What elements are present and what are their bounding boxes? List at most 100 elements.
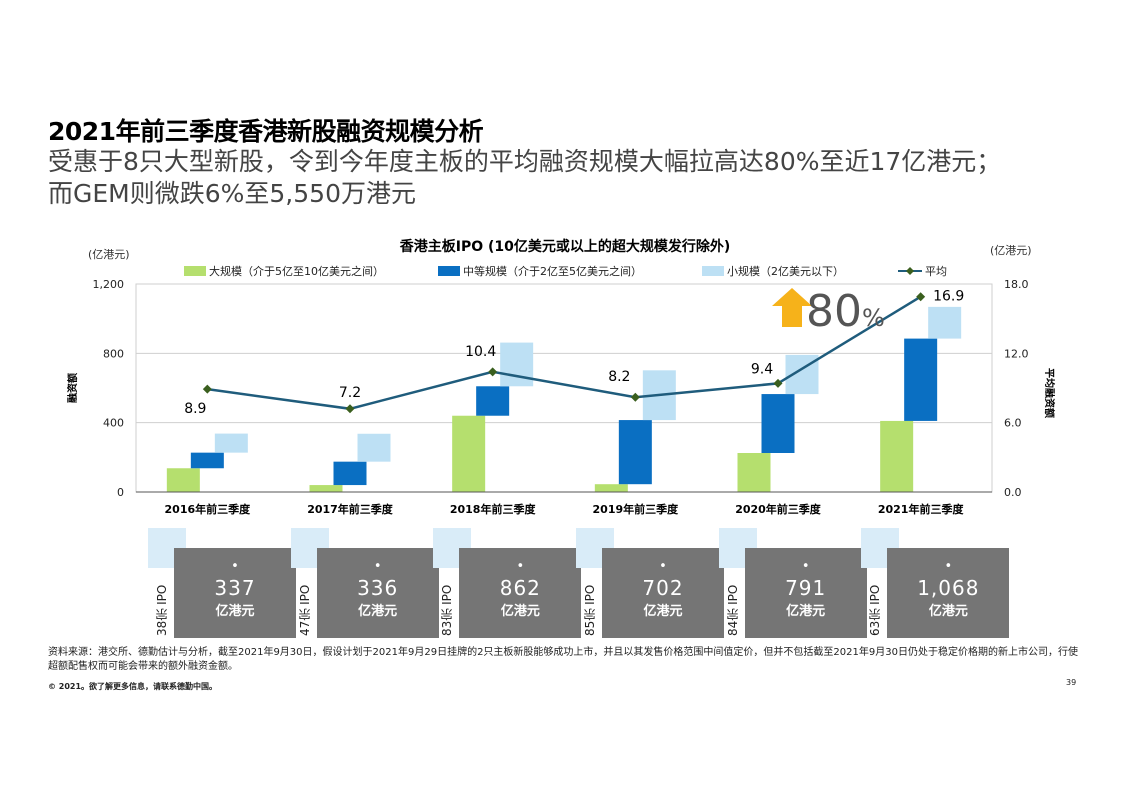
ipo-amount-box: • 791 亿港元	[744, 548, 867, 638]
x-tick-label: 2017年前三季度	[307, 502, 394, 516]
x-tick-label: 2021年前三季度	[878, 502, 965, 516]
bar-medium	[476, 386, 510, 416]
average-label: 7.2	[339, 385, 361, 401]
ipo-count: 47宗 IPO	[297, 584, 312, 636]
average-polyline	[207, 295, 922, 411]
x-tick-label: 2018年前三季度	[450, 502, 537, 516]
page-number: 39	[1066, 678, 1077, 687]
average-marker	[630, 392, 640, 402]
legend-marker	[906, 267, 914, 275]
chart-legend: 大规模（介于5亿至10亿美元之间） 中等规模（介于2亿至5亿美元之间） 小规模（2亿…	[184, 264, 947, 278]
x-tick-label: 2019年前三季度	[593, 502, 680, 516]
ipo-amount-box: • 336 亿港元	[316, 548, 439, 638]
bar-large	[594, 484, 628, 492]
ipo-amount: 702	[642, 576, 684, 600]
bar-medium	[618, 420, 652, 485]
average-label: 8.2	[608, 369, 630, 385]
y2-tick-label: 18.0	[1004, 278, 1029, 291]
x-tick-label: 2020年前三季度	[735, 502, 822, 516]
ipo-amount-box: • 862 亿港元	[459, 548, 582, 638]
bar-small	[357, 433, 391, 462]
ipo-dot: •	[373, 559, 382, 574]
y-axis-label: 融资额	[66, 373, 79, 403]
y-tick-label: 400	[103, 417, 124, 430]
y-tick-label: 800	[103, 347, 124, 360]
ipo-amount-box: • 337 亿港元	[174, 548, 296, 638]
average-marker	[345, 404, 355, 414]
ipo-amount: 862	[499, 576, 541, 600]
average-marker	[488, 367, 498, 377]
ipo-dot: •	[516, 559, 525, 574]
bar-medium	[761, 394, 795, 453]
y2-tick-label: 0.0	[1004, 486, 1022, 499]
average-marker	[773, 378, 783, 388]
chart-title: 香港主板IPO (10亿美元或以上的超大规模发行除外)	[399, 238, 731, 255]
average-label: 9.4	[751, 361, 773, 377]
average-marker	[202, 384, 212, 394]
ipo-count: 84宗 IPO	[725, 584, 740, 636]
average-label: 10.4	[465, 344, 496, 360]
ipo-amount-box: • 1,068 亿港元	[887, 548, 1010, 638]
legend-label: 平均	[925, 265, 947, 278]
ipo-amount: 791	[785, 576, 827, 600]
left-unit-label: (亿港元)	[88, 248, 130, 261]
ipo-unit: 亿港元	[928, 604, 968, 619]
ipo-dot: •	[659, 559, 667, 574]
subtitle-line-1: 受惠于8只大型新股，令到今年度主板的平均融资规模大幅拉高达80%至近17亿港元；	[48, 147, 1002, 176]
ipo-amount-box: • 702 亿港元	[602, 548, 724, 638]
ipo-count: 85宗 IPO	[583, 584, 597, 636]
ipo-unit: 亿港元	[500, 604, 540, 619]
source-note: 资料来源：港交所、德勤估计与分析，截至2021年9月30日，假设计划于2021年…	[48, 647, 1078, 672]
bar-large	[737, 453, 771, 492]
right-unit-label: (亿港元)	[990, 244, 1032, 257]
ipo-count: 63宗 IPO	[868, 584, 883, 636]
y-tick-label: 1,200	[93, 278, 125, 291]
ipo-amount: 337	[214, 576, 256, 600]
chart-axes: 0 400 800 1,200 0.0 6.0 12.0 18.0 2016年前三季度 2017年…	[93, 278, 1029, 516]
ipo-count: 83宗 IPO	[440, 584, 455, 636]
bar-large	[880, 420, 914, 492]
growth-suffix: %	[862, 304, 885, 332]
bar-medium	[190, 452, 224, 469]
ipo-unit: 亿港元	[643, 604, 683, 619]
ipo-amount: 1,068	[917, 576, 980, 600]
bar-large	[309, 485, 343, 492]
growth-callout: 80%	[772, 286, 885, 337]
copyright: © 2021。欲了解更多信息，请联系德勤中国。	[48, 682, 218, 691]
y2-axis-label: 平均融资额	[1043, 368, 1056, 418]
bar-medium	[333, 461, 367, 486]
subtitle-line-2: 而GEM则微跌6%至5,550万港元	[48, 179, 416, 208]
y2-tick-label: 12.0	[1004, 347, 1029, 360]
ipo-dot: •	[231, 559, 239, 574]
y2-tick-label: 6.0	[1004, 417, 1022, 430]
page-subtitle: 受惠于8只大型新股，令到今年度主板的平均融资规模大幅拉高达80%至近17亿港元；…	[48, 146, 1108, 210]
bar-large	[452, 415, 486, 492]
ipo-dot: •	[944, 559, 953, 574]
y-tick-label: 0	[117, 486, 124, 499]
x-tick-label: 2016年前三季度	[165, 502, 252, 516]
legend-label: 大规模（介于5亿至10亿美元之间）	[209, 264, 384, 278]
bar-large	[166, 468, 200, 492]
average-label: 16.9	[933, 289, 964, 305]
ipo-count: 38宗 IPO	[155, 584, 169, 636]
legend-label: 中等规模（介于2亿至5亿美元之间）	[463, 264, 642, 278]
bar-small	[928, 306, 962, 339]
average-marker	[916, 292, 926, 302]
legend-label: 小规模（2亿美元以下）	[727, 264, 844, 278]
ipo-dot: •	[801, 559, 810, 574]
growth-value: 80%	[806, 286, 885, 337]
up-arrow-icon	[772, 288, 812, 327]
ipo-unit: 亿港元	[358, 604, 398, 619]
average-line: 8.9 7.2 10.4 8.2 9.4 16.9	[184, 289, 964, 417]
ipo-unit: 亿港元	[215, 604, 255, 619]
legend-swatch	[184, 266, 206, 276]
bar-small	[500, 342, 534, 387]
legend-swatch	[438, 266, 460, 276]
bar-medium	[904, 338, 938, 421]
average-label: 8.9	[184, 401, 206, 417]
ipo-unit: 亿港元	[786, 604, 826, 619]
growth-number: 80	[806, 286, 862, 337]
bar-small	[214, 433, 248, 453]
ipo-amount: 336	[357, 576, 399, 600]
